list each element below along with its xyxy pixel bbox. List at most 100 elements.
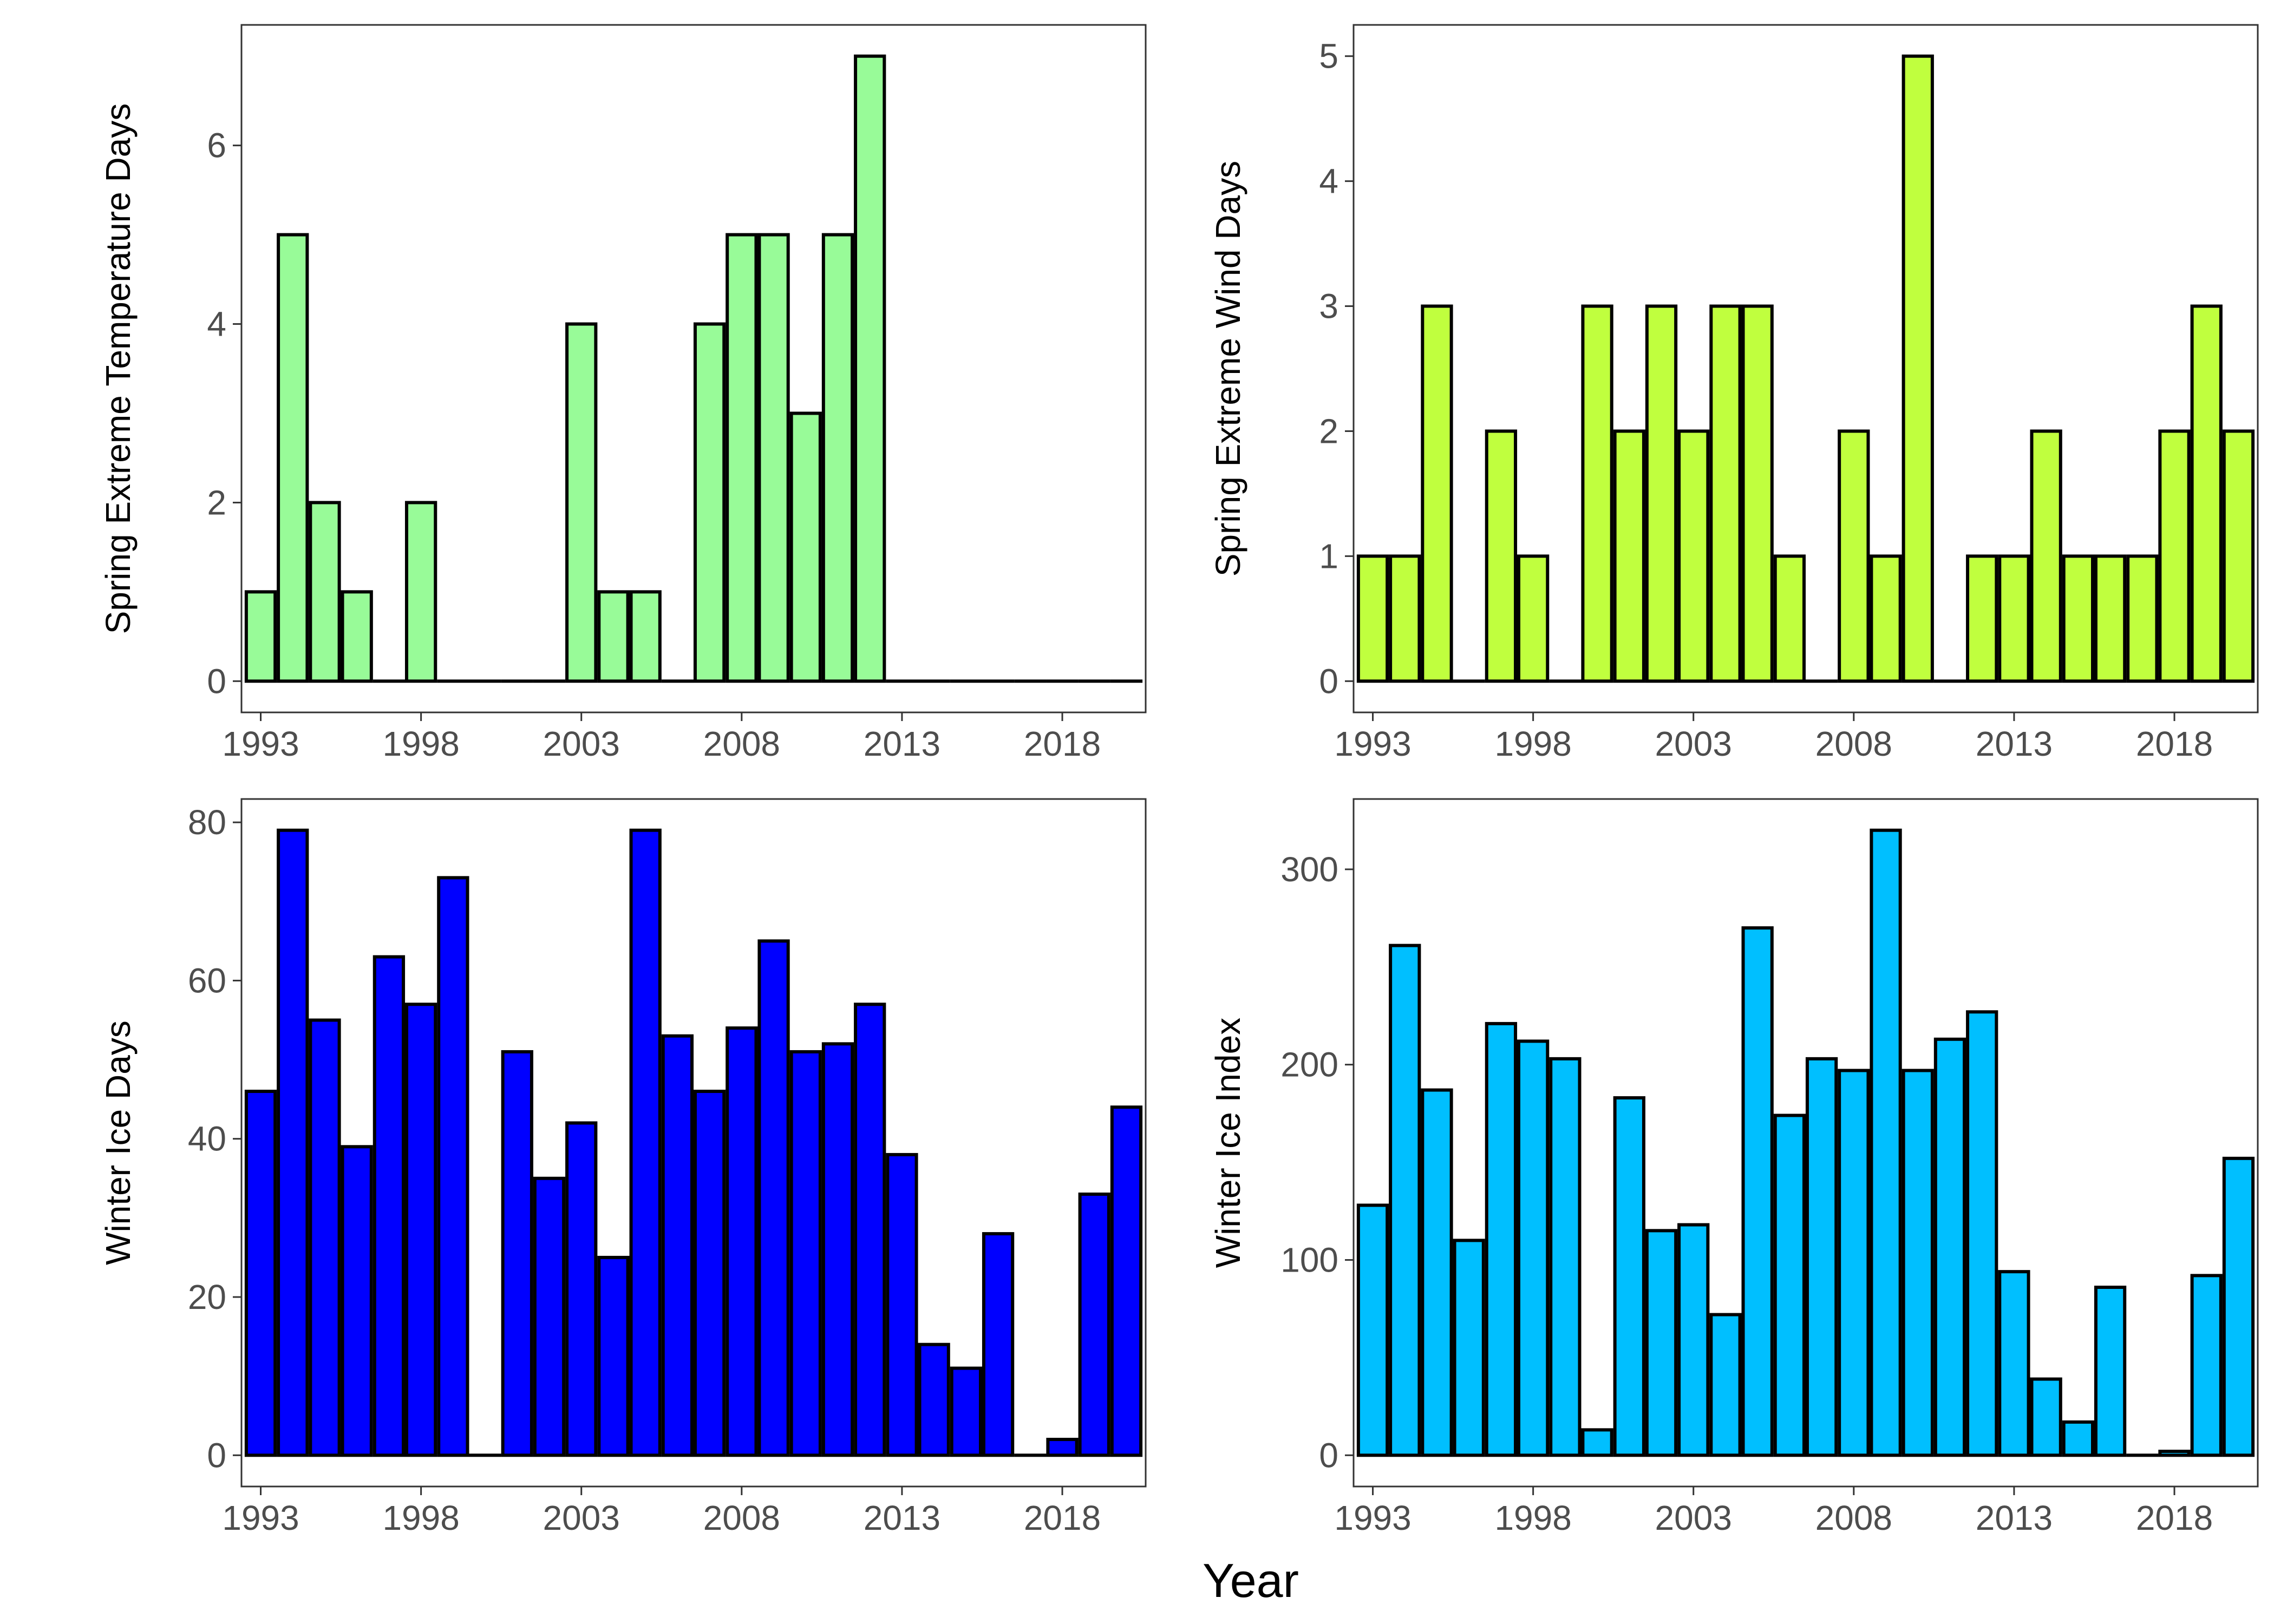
bar-winter-ice-days-1996 — [341, 1145, 373, 1457]
x-tick-label-spring-wind-1998: 1998 — [1494, 724, 1571, 763]
panel-winter-ice-index: 1993 1998 2003 2008 2013 2018 0 100 200 300 Winter… — [1208, 798, 2259, 1537]
panel-border-spring-wind — [1352, 24, 2259, 713]
bar-winter-ice-days-2020 — [1110, 1105, 1143, 1457]
bar-winter-ice-index-1994 — [1389, 944, 1421, 1457]
bar-winter-ice-days-2015 — [950, 1366, 983, 1457]
bar-winter-ice-index-2014 — [2030, 1377, 2062, 1457]
x-tick-label-spring-wind-1993: 1993 — [1334, 724, 1411, 763]
x-tick-label-spring-temp-1993: 1993 — [222, 724, 299, 763]
bar-spring-wind-1994 — [1389, 554, 1421, 683]
bar-winter-ice-days-2018 — [1046, 1438, 1079, 1457]
y-tick-label-spring-wind-4: 4 — [1319, 162, 1338, 201]
bar-winter-ice-index-2013 — [1998, 1270, 2030, 1457]
bar-spring-wind-2018 — [2158, 429, 2191, 683]
bar-spring-temp-1993 — [244, 590, 277, 683]
y-tick-label-spring-temp-2: 2 — [207, 483, 226, 522]
bar-spring-wind-2005 — [1741, 304, 1774, 683]
y-axis-title-winter-ice-days: Winter Ice Days — [99, 1020, 138, 1265]
bar-spring-temp-1996 — [341, 590, 373, 683]
bar-winter-ice-days-2019 — [1078, 1192, 1110, 1457]
bar-spring-temp-2010 — [789, 411, 822, 683]
x-tick-label-winter-ice-days-1993: 1993 — [222, 1498, 299, 1537]
bar-spring-temp-2007 — [693, 322, 726, 683]
y-tick-label-spring-wind-5: 5 — [1319, 37, 1338, 76]
bar-spring-wind-2014 — [2030, 429, 2062, 683]
panel-spring-temp: 1993 1998 2003 2008 2013 2018 0 2 4 6 Spring Extre… — [99, 24, 1147, 763]
bar-spring-temp-2009 — [757, 233, 790, 683]
bar-winter-ice-index-2016 — [2094, 1285, 2127, 1457]
bar-spring-wind-2013 — [1998, 554, 2030, 683]
bar-spring-wind-2008 — [1838, 429, 1870, 683]
figure-xlabel: Year — [1203, 1554, 1299, 1607]
bar-winter-ice-index-2007 — [1805, 1057, 1838, 1457]
x-tick-label-spring-temp-1998: 1998 — [382, 724, 459, 763]
bar-spring-wind-2020 — [2222, 429, 2255, 683]
bar-winter-ice-days-2011 — [821, 1042, 854, 1457]
bar-spring-temp-2008 — [726, 233, 758, 683]
y-tick-label-spring-temp-0: 0 — [207, 662, 226, 700]
bar-winter-ice-days-2005 — [629, 828, 662, 1457]
y-tick-label-spring-temp-4: 4 — [207, 305, 226, 344]
x-tick-label-spring-temp-2018: 2018 — [1024, 724, 1101, 763]
bar-spring-temp-2003 — [565, 322, 598, 683]
bar-winter-ice-days-2016 — [982, 1232, 1015, 1457]
bar-winter-ice-index-2010 — [1901, 1069, 1934, 1457]
x-tick-label-spring-temp-2013: 2013 — [864, 724, 940, 763]
bar-winter-ice-days-1998 — [404, 1003, 437, 1457]
bar-spring-wind-2015 — [2062, 554, 2095, 683]
bar-winter-ice-days-2008 — [726, 1026, 758, 1457]
bar-winter-ice-days-2012 — [854, 1003, 886, 1457]
bar-spring-temp-1995 — [309, 501, 341, 683]
bar-winter-ice-days-2002 — [533, 1176, 566, 1457]
bar-spring-wind-1993 — [1356, 554, 1389, 683]
bar-spring-wind-2000 — [1581, 304, 1613, 683]
y-tick-label-winter-ice-index-0: 0 — [1319, 1436, 1338, 1475]
bar-spring-wind-1995 — [1421, 304, 1453, 683]
bar-winter-ice-index-2006 — [1773, 1114, 1806, 1457]
bar-winter-ice-days-2004 — [597, 1255, 630, 1457]
y-tick-label-winter-ice-days-80: 80 — [188, 803, 226, 842]
bar-spring-temp-2004 — [597, 590, 630, 683]
bar-winter-ice-index-1999 — [1549, 1057, 1582, 1457]
bar-winter-ice-index-2011 — [1933, 1037, 1966, 1457]
y-axis-title-spring-wind: Spring Extreme Wind Days — [1208, 161, 1247, 577]
x-tick-label-winter-ice-index-2013: 2013 — [1976, 1498, 2053, 1537]
bar-spring-wind-2001 — [1613, 429, 1645, 683]
x-tick-label-winter-ice-days-1998: 1998 — [382, 1498, 459, 1537]
bar-winter-ice-index-2020 — [2222, 1156, 2255, 1457]
bar-spring-wind-2003 — [1677, 429, 1710, 683]
bar-winter-ice-index-2019 — [2190, 1274, 2223, 1457]
bar-winter-ice-days-1994 — [277, 828, 309, 1457]
bar-winter-ice-days-2010 — [789, 1050, 822, 1457]
bar-spring-wind-2019 — [2190, 304, 2223, 683]
bar-spring-temp-1998 — [404, 501, 437, 683]
bar-winter-ice-days-2001 — [501, 1050, 533, 1457]
y-tick-label-spring-wind-1: 1 — [1319, 536, 1338, 575]
x-tick-label-winter-ice-days-2018: 2018 — [1024, 1498, 1101, 1537]
x-tick-label-spring-temp-2008: 2008 — [703, 724, 780, 763]
x-tick-label-spring-wind-2013: 2013 — [1976, 724, 2053, 763]
bar-spring-temp-1994 — [277, 233, 309, 683]
y-tick-label-winter-ice-index-200: 200 — [1280, 1045, 1338, 1084]
bar-spring-wind-2012 — [1966, 554, 1998, 683]
bar-winter-ice-days-1997 — [373, 955, 406, 1457]
y-tick-label-spring-temp-6: 6 — [207, 126, 226, 165]
y-tick-label-spring-wind-3: 3 — [1319, 287, 1338, 326]
bar-winter-ice-index-1998 — [1517, 1039, 1550, 1457]
y-tick-label-winter-ice-days-0: 0 — [207, 1436, 226, 1475]
y-axis-title-spring-temp: Spring Extreme Temperature Days — [99, 103, 138, 634]
x-tick-label-spring-wind-2018: 2018 — [2136, 724, 2213, 763]
bar-winter-ice-days-2009 — [757, 939, 790, 1457]
bar-winter-ice-days-1999 — [437, 876, 469, 1457]
y-tick-label-winter-ice-days-20: 20 — [188, 1278, 226, 1317]
bar-spring-wind-2017 — [2126, 554, 2159, 683]
bar-winter-ice-index-2000 — [1581, 1428, 1613, 1457]
bar-spring-temp-2012 — [854, 54, 886, 683]
y-tick-label-spring-wind-2: 2 — [1319, 411, 1338, 450]
panel-winter-ice-days: 1993 1998 2003 2008 2013 2018 0 20 40 60 80 Winter … — [99, 798, 1147, 1537]
x-tick-label-winter-ice-days-2003: 2003 — [543, 1498, 620, 1537]
x-tick-label-winter-ice-index-2003: 2003 — [1655, 1498, 1732, 1537]
x-tick-label-winter-ice-days-2013: 2013 — [864, 1498, 940, 1537]
x-tick-label-spring-wind-2003: 2003 — [1655, 724, 1732, 763]
